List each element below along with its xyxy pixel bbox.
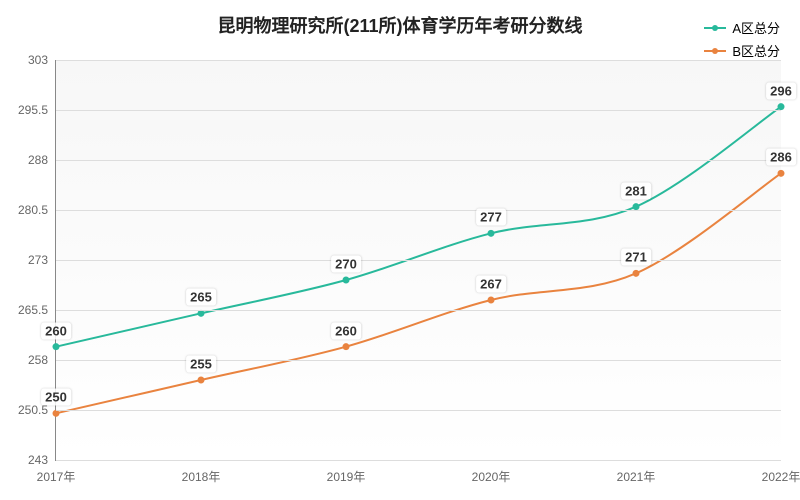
grid-line	[56, 310, 781, 311]
data-point[interactable]	[488, 230, 495, 237]
legend: A区总分 B区总分	[704, 18, 780, 64]
grid-line	[56, 160, 781, 161]
data-label: 260	[331, 322, 361, 339]
data-label: 271	[621, 249, 651, 266]
x-axis-label: 2019年	[327, 460, 366, 485]
data-point[interactable]	[53, 343, 60, 350]
y-axis-label: 295.5	[18, 103, 56, 117]
y-axis-label: 288	[28, 153, 56, 167]
legend-swatch	[704, 50, 726, 52]
y-axis-label: 303	[28, 53, 56, 67]
y-axis-label: 265.5	[18, 303, 56, 317]
data-label: 270	[331, 256, 361, 273]
legend-item[interactable]: B区总分	[704, 41, 780, 60]
data-point[interactable]	[198, 377, 205, 384]
data-label: 281	[621, 182, 651, 199]
y-axis-label: 273	[28, 253, 56, 267]
legend-label: B区总分	[732, 41, 780, 60]
plot-area: 243250.5258265.5273280.5288295.53032017年…	[55, 60, 781, 461]
x-axis-label: 2017年	[37, 460, 76, 485]
legend-item[interactable]: A区总分	[704, 18, 780, 37]
grid-line	[56, 410, 781, 411]
data-label: 296	[766, 82, 796, 99]
grid-line	[56, 210, 781, 211]
data-point[interactable]	[633, 270, 640, 277]
data-point[interactable]	[778, 170, 785, 177]
grid-line	[56, 60, 781, 61]
data-label: 265	[186, 289, 216, 306]
data-label: 267	[476, 276, 506, 293]
grid-line	[56, 260, 781, 261]
y-axis-label: 258	[28, 353, 56, 367]
x-axis-label: 2022年	[762, 460, 800, 485]
data-point[interactable]	[488, 297, 495, 304]
data-label: 286	[766, 149, 796, 166]
x-axis-label: 2020年	[472, 460, 511, 485]
data-point[interactable]	[343, 277, 350, 284]
data-label: 250	[41, 389, 71, 406]
y-axis-label: 280.5	[18, 203, 56, 217]
x-axis-label: 2018年	[182, 460, 221, 485]
data-label: 255	[186, 356, 216, 373]
data-label: 277	[476, 209, 506, 226]
data-point[interactable]	[343, 343, 350, 350]
grid-line	[56, 460, 781, 461]
chart-container: 昆明物理研究所(211所)体育学历年考研分数线 A区总分 B区总分 243250.…	[0, 0, 800, 500]
grid-line	[56, 360, 781, 361]
chart-title: 昆明物理研究所(211所)体育学历年考研分数线	[0, 12, 800, 38]
x-axis-label: 2021年	[617, 460, 656, 485]
legend-swatch	[704, 27, 726, 29]
data-label: 260	[41, 322, 71, 339]
legend-label: A区总分	[732, 18, 780, 37]
grid-line	[56, 110, 781, 111]
